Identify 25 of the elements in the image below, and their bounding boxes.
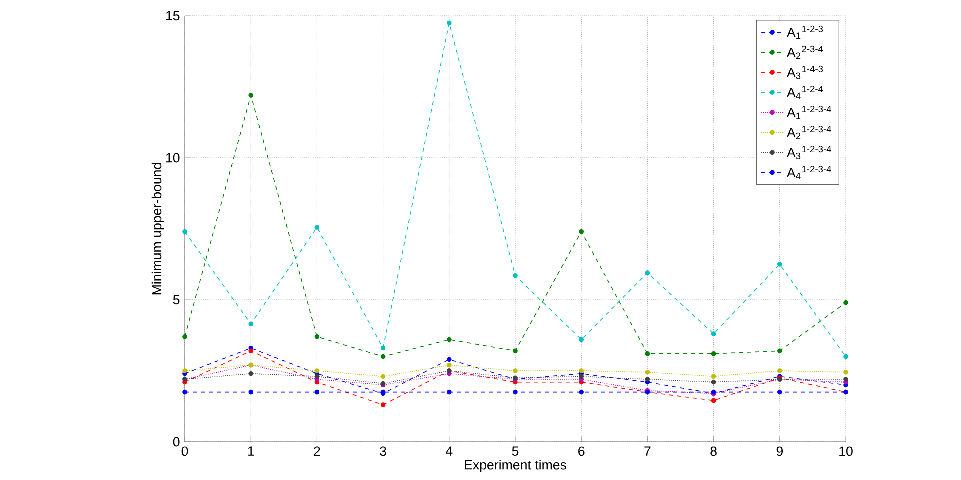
x-tick-label: 5 [512, 446, 519, 456]
x-tick-label: 2 [314, 446, 320, 456]
x-tick-label: 6 [578, 446, 585, 456]
y-tick-label: 15 [166, 11, 180, 21]
x-tick-label: 7 [644, 446, 651, 456]
x-tick-label: 0 [182, 446, 188, 456]
legend-label: A$_{3}$1-2-3-4 [786, 146, 832, 160]
legend-label: A$_{4}$1-2-3-4 [786, 166, 832, 180]
x-axis-title: Experiment times [465, 460, 566, 472]
x-tick-label: 8 [710, 446, 717, 456]
legend-label: A$_{2}$1-2-3-4 [786, 126, 832, 140]
x-tick-label: 1 [248, 446, 254, 456]
y-tick-label: 10 [166, 153, 180, 163]
legend-label: A$_{1}$1-2-3-4 [786, 106, 832, 120]
legend-label: A$_{2}$2-3-4 [786, 46, 824, 60]
legend-label: A$_{1}$1-2-3 [786, 26, 824, 40]
y-axis-title: Minimum upper-bound [152, 163, 164, 295]
x-tick-label: 9 [776, 446, 783, 456]
x-tick-label: 3 [380, 446, 386, 456]
x-tick-label: 10 [840, 446, 853, 456]
legend-label: A$_{3}$1-4-3 [786, 66, 824, 80]
y-tick-label: 0 [173, 437, 180, 447]
legend-label: A$_{4}$1-2-4 [786, 86, 824, 100]
x-tick-label: 4 [446, 446, 453, 456]
y-tick-label: 5 [173, 295, 180, 305]
